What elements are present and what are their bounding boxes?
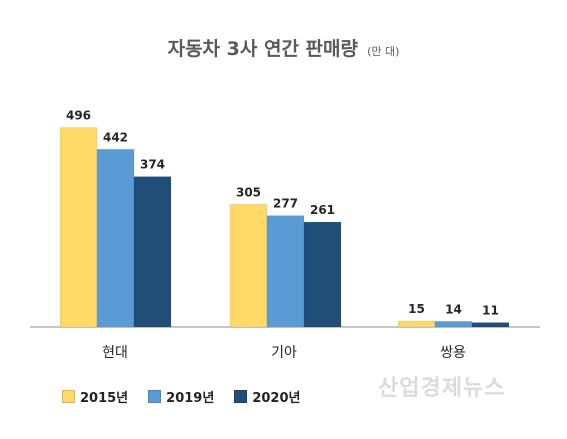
legend-item-2019: 2019년 [148,387,214,406]
legend-label-2019: 2019년 [166,391,215,406]
bar-현대-2019년 [96,149,135,328]
data-label-쌍용-2019년: 14 [445,302,462,316]
data-label-쌍용-2015년: 15 [408,302,425,316]
legend-swatch-2015 [62,390,75,403]
watermark-logo: 산업경제뉴스 [378,376,506,401]
data-label-현대-2019년: 442 [103,130,128,144]
x-tick-label-쌍용: 쌍용 [440,345,466,361]
data-label-기아-2019년: 277 [273,197,298,211]
bar-현대-2015년 [59,127,98,328]
bar-쌍용-2020년 [471,322,510,328]
chart-title-text: 자동차 3사 연간 판매량 [167,38,358,60]
bar-현대-2020년 [133,176,172,328]
legend-label-2015: 2015년 [80,391,129,406]
x-tick-label-현대: 현대 [102,345,128,361]
chart-title: 자동차 3사 연간 판매량 (만 대) [0,34,567,61]
chart-unit: (만 대) [367,45,400,58]
data-label-기아-2015년: 305 [236,185,261,199]
data-label-현대-2015년: 496 [66,109,91,123]
legend-label-2020: 2020년 [252,391,301,406]
data-label-현대-2020년: 374 [140,158,165,172]
bar-기아-2015년 [229,204,268,328]
bar-쌍용-2015년 [397,320,436,328]
legend-swatch-2019 [148,390,162,403]
x-tick-label-기아: 기아 [271,345,297,361]
legend-item-2020: 2020년 [234,387,300,406]
bar-기아-2019년 [266,215,305,328]
bar-기아-2020년 [303,221,342,328]
legend-item-2015: 2015년 [62,387,128,406]
data-label-기아-2020년: 261 [310,203,335,217]
legend: 2015년 2019년 2020년 [62,387,300,406]
legend-swatch-2020 [234,390,248,403]
bar-쌍용-2019년 [434,321,473,328]
data-label-쌍용-2020년: 11 [482,304,499,318]
